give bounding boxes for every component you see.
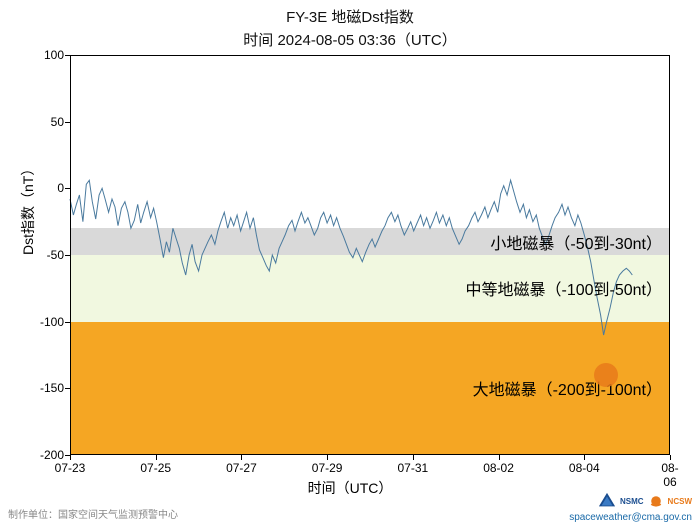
nsmc-label: NSMC — [620, 497, 644, 506]
axis-border — [669, 55, 670, 455]
chart-container: FY-3E 地磁Dst指数 时间 2024-08-05 03:36（UTC） D… — [0, 0, 700, 525]
chart-subtitle: 时间 2024-08-05 03:36（UTC） — [0, 29, 700, 50]
storm-band-label: 大地磁暴（-200到-100nt） — [473, 376, 662, 400]
x-tick-mark — [241, 455, 242, 460]
footer-email: spaceweather@cma.gov.cn — [569, 512, 692, 523]
chart-title-block: FY-3E 地磁Dst指数 时间 2024-08-05 03:36（UTC） — [0, 6, 700, 50]
footer-credit: 制作单位：国家空间天气监测预警中心 — [8, 506, 178, 521]
ncsw-logo-icon — [648, 493, 664, 509]
axis-border — [70, 454, 670, 455]
x-tick-mark — [670, 455, 671, 460]
storm-band-label: 中等地磁暴（-100到-50nt） — [466, 276, 663, 300]
x-tick-label: 08-06 — [661, 455, 678, 489]
logo-row: NSMC NCSW — [569, 492, 692, 510]
x-tick-mark — [156, 455, 157, 460]
footer-right: NSMC NCSW spaceweather@cma.gov.cn — [569, 492, 692, 523]
x-tick-mark — [327, 455, 328, 460]
nsmc-logo-icon — [598, 492, 616, 510]
x-tick-mark — [499, 455, 500, 460]
storm-band-label: 小地磁暴（-50到-30nt） — [490, 230, 662, 254]
axis-border — [70, 55, 670, 56]
plot-area: 小地磁暴（-50到-30nt） 中等地磁暴（-100到-50nt） 大地磁暴（-20… — [70, 55, 670, 455]
highlight-marker — [594, 363, 618, 387]
y-axis-label: Dst指数（nT） — [18, 162, 38, 255]
dst-line — [70, 180, 632, 335]
x-tick-mark — [584, 455, 585, 460]
x-tick-mark — [70, 455, 71, 460]
ncsw-label: NCSW — [668, 497, 692, 506]
x-tick-mark — [413, 455, 414, 460]
chart-title: FY-3E 地磁Dst指数 — [0, 6, 700, 27]
axis-border — [70, 55, 71, 455]
